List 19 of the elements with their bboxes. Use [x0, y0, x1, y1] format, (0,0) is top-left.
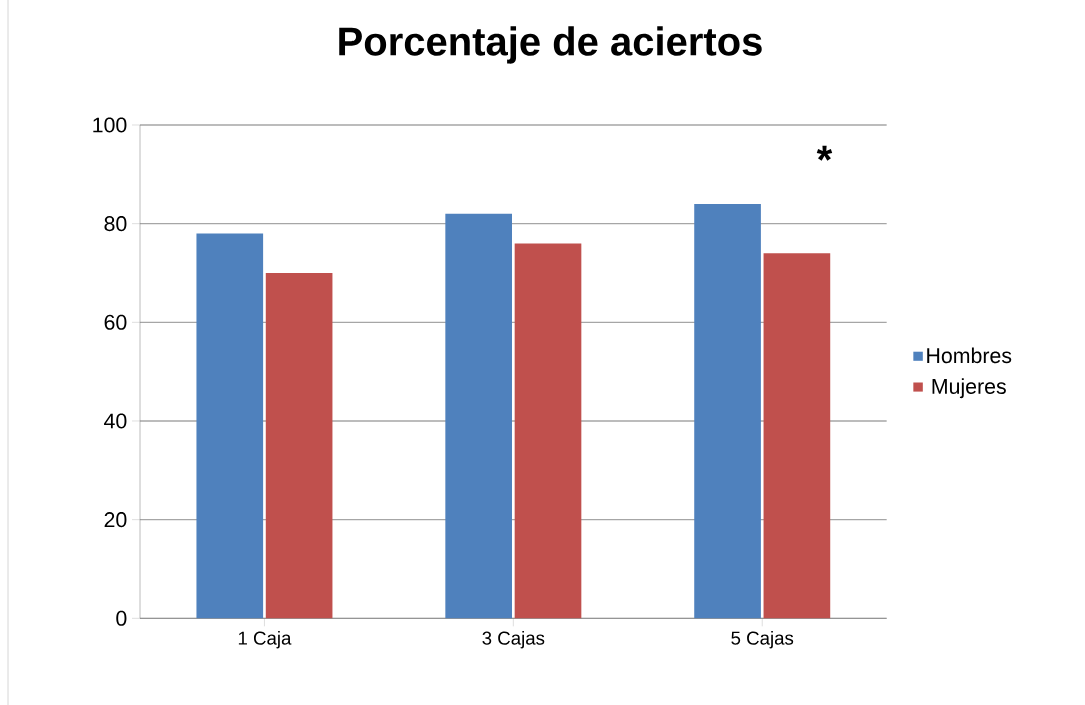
bar: [763, 253, 831, 619]
legend-label: Mujeres: [932, 378, 1006, 399]
y-tick-label: 100: [93, 117, 127, 133]
chart-title: Porcentaje de aciertos: [339, 26, 762, 64]
y-tick-label: 20: [104, 512, 127, 528]
bar: [196, 233, 264, 619]
x-tick-label: 3 Cajas: [482, 631, 545, 649]
y-tick-label: 40: [104, 413, 127, 429]
x-tick-label: 5 Cajas: [731, 631, 794, 649]
bar: [694, 203, 761, 619]
annotation: *: [816, 145, 833, 161]
y-tick-label: 80: [104, 216, 127, 232]
legend-label: Hombres: [927, 347, 1012, 364]
bar: [514, 243, 582, 619]
x-tick-label: 1 Caja: [238, 631, 292, 649]
y-tick-label: 0: [116, 610, 127, 626]
bar: [445, 213, 512, 619]
y-tick-label: 60: [104, 314, 127, 330]
bar: [265, 272, 333, 619]
